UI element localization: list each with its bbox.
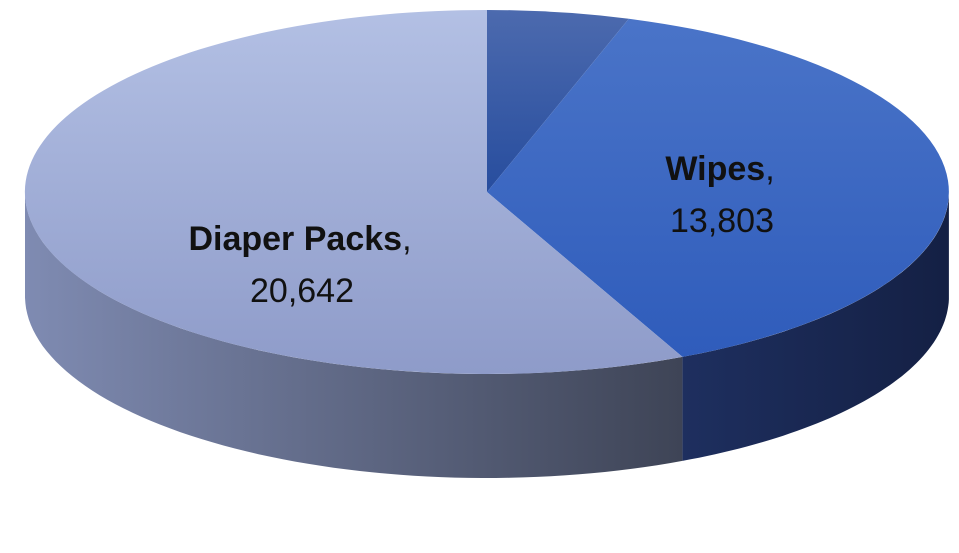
slice-value-diaper-packs: 20,642: [250, 272, 354, 310]
pie-slice-wipes-side: [682, 195, 949, 461]
pie-slice-diaper-packs-side: [25, 193, 683, 479]
pie-slice-wipes: [487, 18, 949, 357]
pie-sides: [25, 193, 949, 479]
slice-label-wipes: Wipes,: [665, 150, 774, 188]
pie-labels: Wipes, 13,803 Diaper Packs, 20,642: [188, 150, 774, 310]
pie-tops: [24, 9, 949, 374]
slice-label-diaper-packs: Diaper Packs,: [188, 220, 411, 258]
pie-slice-diaper-packs: [24, 9, 683, 374]
slice-value-wipes: 13,803: [670, 202, 774, 240]
pie-slice-other: [487, 10, 629, 192]
